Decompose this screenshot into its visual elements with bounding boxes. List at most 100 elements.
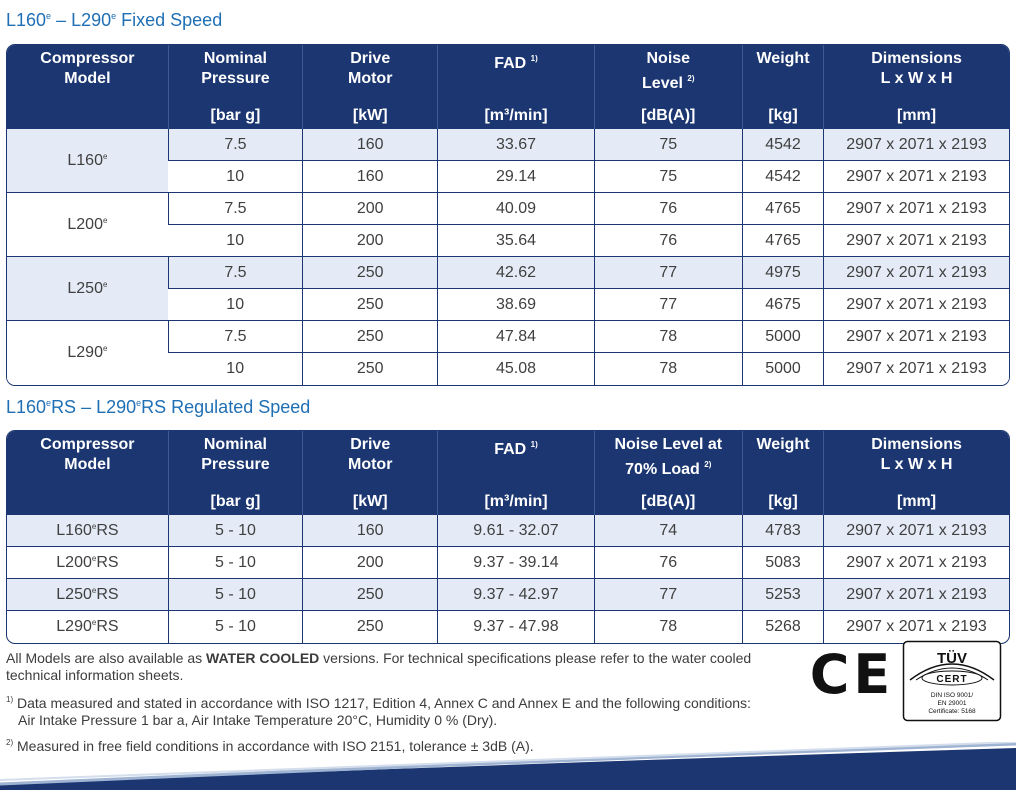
cell-pressure: 10 <box>168 352 303 385</box>
cell-noise: 76 <box>593 192 743 225</box>
cell-pressure: 10 <box>168 160 303 193</box>
cell-dims: 2907 x 2071 x 2193 <box>823 514 1009 547</box>
col-header-fad: FAD 1) [m³/min] <box>437 45 595 129</box>
header-text: L x W x H <box>880 70 953 87</box>
header-text: Nominal <box>203 436 267 453</box>
cell-motor: 250 <box>302 578 438 611</box>
water-cooled-note: All Models are also available as WATER C… <box>6 650 806 684</box>
header-text: Nominal <box>203 50 267 67</box>
cell-motor: 160 <box>302 160 438 193</box>
footnote-2: 2) Measured in free field conditions in … <box>6 734 806 755</box>
footnote-mark: 2) <box>704 460 712 469</box>
title-part: Fixed Speed <box>116 10 223 30</box>
cell-motor: 200 <box>302 224 438 257</box>
cell-dims: 2907 x 2071 x 2193 <box>823 256 1009 289</box>
cell-motor: 200 <box>302 192 438 225</box>
table-row: L290e 7.5 250 47.84 78 5000 2907 x 2071 x 2193 <box>7 320 1009 385</box>
header-unit: [mm] <box>896 493 937 510</box>
header-unit: [mm] <box>896 107 937 124</box>
table-row: L290eRS 5 - 10 250 9.37 - 47.98 78 5268 2907 x… <box>7 610 1009 643</box>
col-header-fad: FAD 1) [m³/min] <box>437 431 595 515</box>
header-unit: [kW] <box>352 107 388 124</box>
model-name: L200 <box>67 215 103 233</box>
model-cell: L290eRS <box>7 610 169 643</box>
header-text: Weight <box>756 50 810 67</box>
header-unit: [bar g] <box>210 107 261 124</box>
swoosh-band <box>0 748 1016 790</box>
model-suffix: RS <box>96 553 119 571</box>
cell-pressure: 10 <box>168 224 303 257</box>
table-row: L250eRS 5 - 10 250 9.37 - 42.97 77 5253 2907 x… <box>7 578 1009 611</box>
cell-weight: 4765 <box>741 224 824 257</box>
col-header-dimensions: Dimensions L x W x H [mm] <box>823 45 1009 129</box>
header-text: 70% Load <box>625 461 700 478</box>
cell-weight: 5000 <box>741 320 824 353</box>
model-cell: L160eRS <box>7 514 169 547</box>
cell-pressure: 5 - 10 <box>167 514 303 547</box>
cell-dims: 2907 x 2071 x 2193 <box>823 320 1009 353</box>
decorative-swoosh <box>0 742 1016 790</box>
header-text: Dimensions <box>871 436 962 453</box>
model-suffix: RS <box>96 585 119 603</box>
cell-fad: 33.67 <box>437 128 595 161</box>
cell-motor: 160 <box>302 128 438 161</box>
header-unit: [dB(A)] <box>641 107 696 124</box>
model-suffix: RS <box>96 521 119 539</box>
note-bold: WATER COOLED <box>206 650 320 666</box>
col-header-noise: Noise Level 2) [dB(A)] <box>593 45 743 129</box>
table-row: L160e 7.5 160 33.67 75 4542 2907 x 2071 x 2193 <box>7 128 1009 193</box>
model-cell: L200e <box>7 192 169 257</box>
table-row: 10 250 45.08 78 5000 2907 x 2071 x 2193 <box>7 352 1009 385</box>
model-cell: L250e <box>7 256 169 321</box>
cell-dims: 2907 x 2071 x 2193 <box>823 160 1009 193</box>
table-header-row: Compressor Model Nominal Pressure [bar g] D… <box>7 431 1009 515</box>
model-sup: e <box>102 151 108 161</box>
title-sup: e <box>46 398 52 408</box>
tuv-cert-logo: TÜV CERT DIN ISO 9001/ EN 29001 Certific… <box>902 640 1002 722</box>
regulated-speed-table-body: L160eRS 5 - 10 160 9.61 - 32.07 74 4783 2907 x… <box>7 514 1009 643</box>
cell-noise: 77 <box>593 256 743 289</box>
cell-fad: 9.61 - 32.07 <box>437 514 595 547</box>
fixed-speed-title: L160e – L290e Fixed Speed <box>6 10 222 31</box>
note-text: All Models are also available as <box>6 650 206 666</box>
model-sup: e <box>91 585 97 595</box>
tuv-oval <box>921 670 983 686</box>
model-sup: e <box>102 343 108 353</box>
model-sup: e <box>102 215 108 225</box>
cell-fad: 9.37 - 39.14 <box>437 546 595 579</box>
footnote-mark: 1) <box>530 54 538 63</box>
model-name: L250 <box>56 585 92 603</box>
model-name: L290 <box>67 343 103 361</box>
header-unit: [kW] <box>352 493 388 510</box>
col-header-model: Compressor Model <box>7 431 169 515</box>
model-sup: e <box>102 279 108 289</box>
cell-pressure: 5 - 10 <box>167 610 303 643</box>
cell-noise: 75 <box>593 160 743 193</box>
swoosh-line <box>0 742 1016 781</box>
header-unit: [kg] <box>768 493 798 510</box>
header-text: Drive <box>350 50 391 67</box>
header-text: Dimensions <box>871 50 962 67</box>
cell-noise: 76 <box>593 224 743 257</box>
col-header-weight: Weight [kg] <box>741 431 824 515</box>
cell-fad: 29.14 <box>437 160 595 193</box>
note-text: versions. For technical specifications p… <box>6 650 752 683</box>
table-row: L200eRS 5 - 10 200 9.37 - 39.14 76 5083 2907 x… <box>7 546 1009 579</box>
fixed-speed-table: Compressor Model Nominal Pressure [bar g] D… <box>7 45 1009 385</box>
ce-mark-logo: CE <box>812 645 890 701</box>
title-part: RS – L290 <box>51 397 137 417</box>
title-part: – L290 <box>51 10 112 30</box>
cell-noise: 75 <box>593 128 743 161</box>
col-header-pressure: Nominal Pressure [bar g] <box>167 431 303 515</box>
cell-weight: 4542 <box>741 128 824 161</box>
model-sup: e <box>91 553 97 563</box>
note-text: Data measured and stated in accordance w… <box>13 695 751 711</box>
cell-fad: 38.69 <box>437 288 595 321</box>
swoosh-line <box>0 742 1016 786</box>
header-text: Noise <box>646 50 691 67</box>
table-row: 10 160 29.14 75 4542 2907 x 2071 x 2193 <box>7 160 1009 193</box>
note-text: Air Intake Pressure 1 bar a, Air Intake … <box>18 712 498 728</box>
footnote-1: 1) Data measured and stated in accordanc… <box>6 691 806 729</box>
cell-pressure: 7.5 <box>167 192 303 225</box>
cell-pressure: 7.5 <box>167 256 303 289</box>
